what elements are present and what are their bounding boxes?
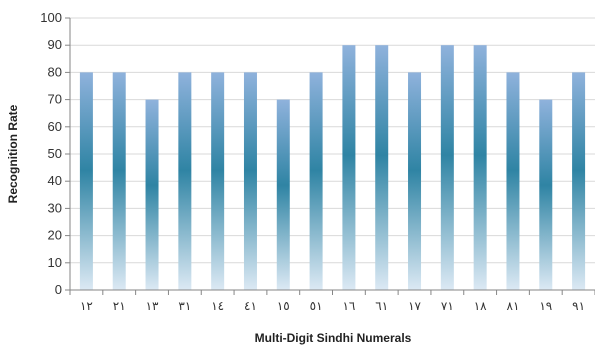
x-tick-labels: ١٢ ٢١ ١٣ ٣١ ١٤ ٤١ ١٥ ٥١ ١٦ ٦١ ١٧ ٧١ ١٨ ٨١ ١٩ ٩١ <box>69 290 595 313</box>
y-tick-label: 100 <box>40 10 62 25</box>
y-tick-label: 10 <box>48 255 62 270</box>
bar <box>408 72 422 291</box>
bar <box>79 72 93 291</box>
x-tick-label: ٣١ <box>178 299 191 313</box>
x-tick-label: ٨١ <box>507 299 520 313</box>
bar <box>342 45 356 291</box>
y-tick-labels: 0 10 20 30 40 50 60 70 80 90 100 <box>40 10 70 297</box>
bar <box>506 72 520 291</box>
y-tick-label: 70 <box>48 92 62 107</box>
y-tick-label: 0 <box>55 282 62 297</box>
bar <box>145 99 159 290</box>
bar <box>276 99 290 290</box>
y-tick-label: 90 <box>48 37 62 52</box>
bar <box>375 45 389 291</box>
bar <box>112 72 126 291</box>
bar <box>539 99 553 290</box>
x-tick-label: ١٩ <box>539 299 552 313</box>
x-tick-label: ٤١ <box>244 299 257 313</box>
y-axis-title: Recognition Rate <box>6 104 20 203</box>
y-tick-label: 40 <box>48 173 62 188</box>
x-tick-label: ٢١ <box>113 299 126 313</box>
bar <box>572 72 586 291</box>
x-tick-label: ١٧ <box>408 299 421 313</box>
x-tick-label: ١٦ <box>342 299 355 313</box>
x-tick-label: ٥١ <box>310 299 323 313</box>
bar <box>440 45 454 291</box>
bar <box>178 72 192 291</box>
bars <box>79 45 586 291</box>
x-tick-label: ٧١ <box>441 299 454 313</box>
bar <box>473 45 487 291</box>
x-tick-label: ١٤ <box>211 299 224 313</box>
y-tick-label: 60 <box>48 119 62 134</box>
y-tick-label: 50 <box>48 146 62 161</box>
y-tick-label: 80 <box>48 64 62 79</box>
bar <box>309 72 323 291</box>
x-tick-label: ٩١ <box>572 299 585 313</box>
bar <box>243 72 257 291</box>
bar <box>211 72 225 291</box>
x-tick-label: ١٢ <box>80 299 93 313</box>
y-tick-label: 20 <box>48 228 62 243</box>
x-tick-label: ٦١ <box>375 299 388 313</box>
x-tick-label: ١٥ <box>277 299 290 313</box>
x-axis-title: Multi-Digit Sindhi Numerals <box>255 331 412 345</box>
x-tick-label: ١٣ <box>146 299 159 313</box>
y-tick-label: 30 <box>48 200 62 215</box>
x-tick-label: ١٨ <box>474 299 487 313</box>
